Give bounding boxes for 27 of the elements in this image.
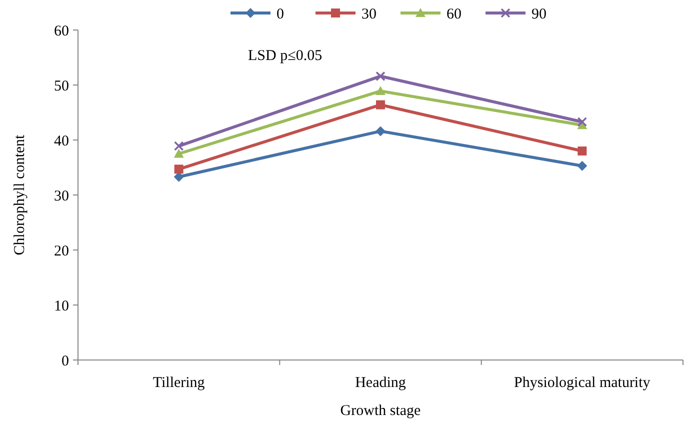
legend-label: 90: [532, 6, 546, 22]
y-tick-label: 10: [54, 298, 69, 314]
legend-label: 0: [276, 6, 284, 22]
y-tick-label: 60: [54, 23, 69, 40]
y-tick-label: 0: [62, 353, 69, 370]
point: [577, 116, 588, 127]
y-tick-label: 50: [54, 78, 69, 94]
point: [174, 141, 184, 151]
point: [376, 100, 385, 110]
annotation: LSD p≤0.05: [248, 48, 322, 64]
point: [376, 126, 386, 136]
point: [174, 164, 184, 174]
y-tick-label: 30: [54, 188, 69, 204]
x-tick-label: Heading: [355, 375, 406, 391]
point: [577, 160, 588, 171]
y-tick-label: 20: [54, 243, 69, 260]
y-tick-label: 40: [54, 133, 69, 150]
point: [578, 146, 587, 156]
legend-label: 30: [362, 6, 376, 22]
legend-label: 60: [446, 6, 462, 22]
point: [174, 148, 184, 158]
point: [376, 86, 386, 96]
x-tick-label: Physiological maturity: [514, 375, 651, 391]
point: [376, 71, 386, 82]
x-tick-label: Tillering: [152, 375, 206, 391]
y-axis-title: Chlorophyll content: [12, 134, 28, 256]
x-axis-title: Growth stage: [340, 403, 422, 419]
